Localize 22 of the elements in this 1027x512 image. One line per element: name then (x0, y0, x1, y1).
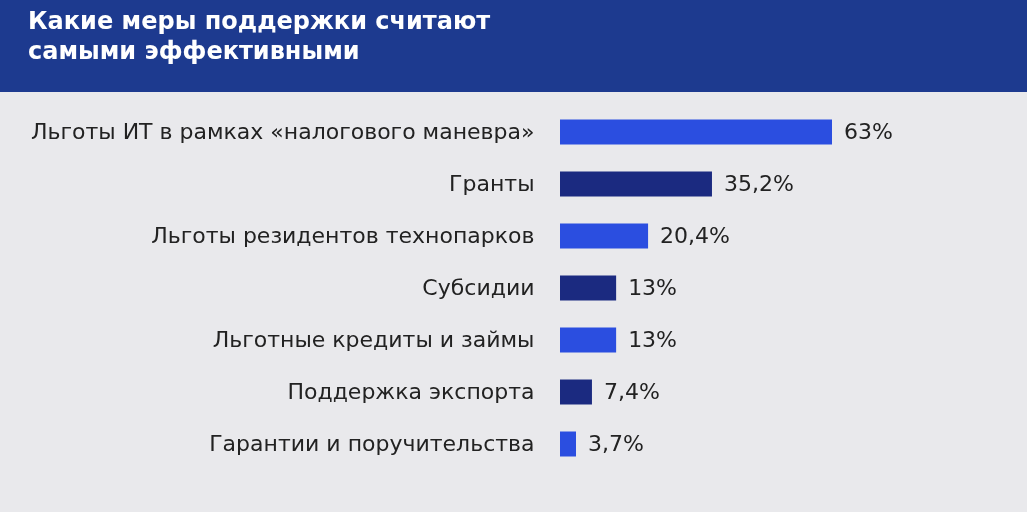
y-tick-label: Льготные кредиты и займы (212, 327, 535, 352)
bar (560, 223, 649, 249)
bar (560, 431, 576, 457)
bar (560, 119, 832, 145)
y-tick-label: Льготы ИТ в рамках «налогового маневра» (30, 119, 535, 144)
bar (560, 327, 617, 353)
text: Какие меры поддержки считают самыми эффективными (28, 6, 492, 66)
data-label: 3,7% (587, 431, 644, 456)
y-tick-label: Поддержка экспорта (287, 379, 535, 404)
y-tick-label: Льготы резидентов технопарков (151, 223, 535, 248)
data-label: 63% (844, 119, 893, 144)
y-tick-label: Гранты (449, 171, 535, 196)
data-label: 13% (628, 327, 678, 352)
y-tick-label: Гарантии и поручительства (209, 431, 535, 456)
y-tick-label: Субсидии (422, 275, 535, 300)
bar (560, 379, 592, 405)
data-label: 7,4% (603, 379, 660, 404)
bar (560, 275, 617, 301)
data-label: 35,2% (723, 171, 794, 196)
data-label: 13% (628, 275, 678, 300)
data-label: 20,4% (660, 223, 730, 248)
bar (560, 171, 712, 197)
